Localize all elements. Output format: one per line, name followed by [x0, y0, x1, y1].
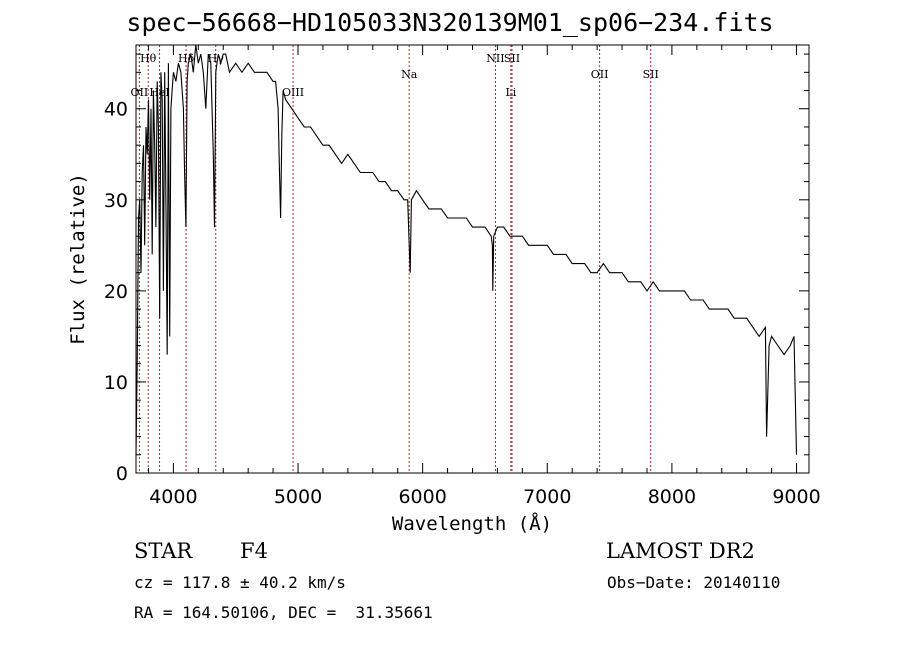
- y-tick-label: 20: [104, 281, 128, 303]
- line-marker-label: Li: [505, 86, 516, 99]
- x-tick-label: 8000: [648, 486, 696, 508]
- subclass: F4: [240, 539, 268, 563]
- obs-date: Obs−Date: 20140110: [607, 573, 781, 592]
- line-marker-label: Na: [401, 68, 418, 81]
- y-tick-label: 0: [116, 463, 128, 485]
- line-marker-label: OIII: [282, 86, 304, 99]
- y-tick-label: 40: [104, 99, 128, 121]
- spectrum-line: [135, 44, 798, 455]
- object-class: STAR: [134, 539, 193, 563]
- x-tick-label: 9000: [772, 486, 820, 508]
- x-axis-label: Wavelength (Å): [392, 512, 552, 535]
- line-marker-label: NII: [486, 52, 504, 65]
- chart-title: spec−56668−HD105033N320139M01_sp06−234.f…: [126, 8, 774, 37]
- line-marker-label: SII: [504, 52, 520, 65]
- line-marker-label: OII: [131, 86, 149, 99]
- line-markers: [138, 45, 652, 473]
- x-tick-label: 4000: [149, 486, 197, 508]
- x-axis: 4000 5000 6000 7000 8000 9000: [147, 45, 821, 508]
- coordinates: RA = 164.50106, DEC = 31.35661: [134, 603, 433, 622]
- y-axis: 0 10 20 30 40: [104, 53, 809, 485]
- x-tick-label: 5000: [274, 486, 322, 508]
- x-tick-label: 6000: [398, 486, 446, 508]
- line-marker-label: Hθ: [140, 52, 157, 65]
- redshift-text: cz = 117.8 ± 40.2 km/s: [134, 573, 346, 592]
- line-marker-label: HeI: [149, 86, 169, 99]
- line-marker-label: SII: [643, 68, 659, 81]
- survey-name: LAMOST DR2: [606, 539, 755, 563]
- x-tick-label: 7000: [523, 486, 571, 508]
- line-marker-label: OII: [591, 68, 609, 81]
- y-tick-label: 30: [104, 190, 128, 212]
- plot-frame: [135, 44, 810, 474]
- y-axis-label: Flux (relative): [67, 173, 89, 345]
- y-tick-label: 10: [104, 372, 128, 394]
